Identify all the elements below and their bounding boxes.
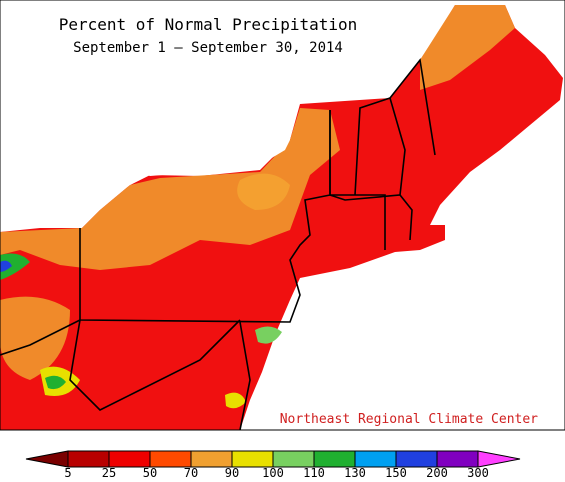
wet-area (0, 253, 30, 280)
legend-swatch (477, 450, 521, 468)
map: Percent of Normal Precipitation Septembe… (0, 0, 565, 431)
legend-swatch (354, 450, 397, 468)
legend-tick-label: 5 (64, 466, 71, 478)
state-borders (0, 319, 81, 356)
legend-swatch (436, 450, 479, 468)
state-borders (239, 321, 251, 431)
state-borders (69, 319, 241, 411)
legend-tick-label: 110 (303, 466, 325, 478)
wet-area (255, 326, 282, 344)
wet-area (225, 392, 246, 409)
credit: Northeast Regional Climate Center (280, 412, 538, 427)
legend-swatch (395, 450, 438, 468)
legend-swatch (190, 450, 233, 468)
orange-area (420, 5, 515, 90)
legend-tick-label: 100 (262, 466, 284, 478)
orange-area (237, 173, 290, 210)
orange-area (0, 296, 70, 380)
legend-swatch (25, 450, 69, 468)
state-borders (79, 110, 331, 323)
legend-tick-label: 90 (225, 466, 239, 478)
legend-tick-label: 50 (143, 466, 157, 478)
wet-area (0, 260, 12, 272)
wet-area (45, 375, 66, 390)
legend-tick-label: 150 (385, 466, 407, 478)
color-legend: 5 25 50 70 90 100 110 130 150 200 300 (25, 450, 521, 480)
state-borders (389, 58, 436, 156)
orange-area (0, 108, 340, 270)
legend-tick-label: 130 (344, 466, 366, 478)
legend-tick-label: 300 (467, 466, 489, 478)
legend-swatch (108, 450, 151, 468)
lake-ontario (130, 140, 290, 176)
legend-swatch (149, 450, 192, 468)
legend-tick-label: 70 (184, 466, 198, 478)
legend-swatch (272, 450, 315, 468)
legend-swatch (67, 450, 110, 468)
legend-swatch (313, 450, 356, 468)
map-title: Percent of Normal Precipitation (59, 15, 358, 34)
legend-tick-label: 25 (102, 466, 116, 478)
legend-tick-label: 200 (426, 466, 448, 478)
state-borders (329, 110, 386, 250)
map-subtitle: September 1 — September 30, 2014 (73, 40, 343, 56)
lake-erie (0, 168, 155, 215)
legend-swatch (231, 450, 274, 468)
